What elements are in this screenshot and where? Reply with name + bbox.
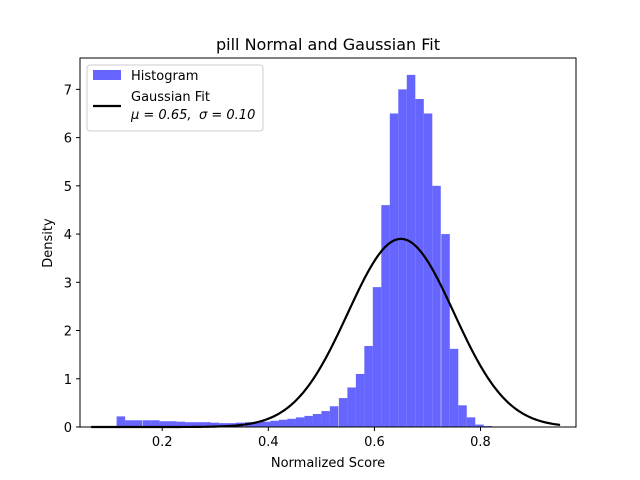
x-axis-ticks: 0.2 0.4 0.6 0.8 [152,427,491,450]
histogram-bar [304,415,313,427]
histogram-bar [253,422,263,427]
histogram-bar [210,422,220,427]
histogram-bar [389,113,399,428]
y-axis-ticks: 0 1 2 3 4 5 6 7 [64,83,80,436]
x-axis-label: Normalized Score [271,456,385,471]
y-tick-label: 0 [64,421,72,436]
histogram-bar [176,421,186,427]
histogram-bar [398,89,407,428]
histogram-bar [355,373,365,427]
histogram-bar [193,422,203,427]
legend-fit-label: Gaussian Fit [131,90,210,105]
x-tick-label: 0.4 [258,435,279,450]
legend: Histogram Gaussian Fit μ = 0.65, σ = 0.1… [86,64,264,132]
histogram-bar [133,420,143,427]
histogram-bar [159,421,169,427]
y-tick-label: 7 [64,83,72,98]
histogram-bar [287,418,296,427]
histogram-bar [406,74,416,427]
y-tick-label: 4 [64,228,72,243]
y-tick-label: 3 [64,276,72,291]
legend-histogram-swatch [93,70,121,80]
histogram-bar [338,398,348,427]
histogram-bar [168,421,177,427]
y-tick-label: 2 [64,325,72,340]
histogram-bar [278,419,288,427]
histogram-bar [423,113,433,428]
histogram-bar [142,420,152,427]
histogram-bar [372,287,382,427]
histogram-bar [415,99,424,427]
histogram-bar [261,421,271,427]
histogram-bar [312,413,322,427]
x-tick-label: 0.8 [470,435,491,450]
histogram-bar [151,420,160,427]
histogram-bar [116,416,126,427]
histogram-bar [295,417,305,427]
y-tick-label: 6 [64,132,72,147]
legend-fit-mu: μ = 0.65, [130,108,192,123]
histogram-bar [364,345,373,427]
legend-histogram-label: Histogram [131,69,198,84]
histogram-bar [475,424,484,427]
y-tick-label: 5 [64,180,72,195]
histogram-bar [185,422,194,427]
legend-box [86,64,264,132]
histogram-bar [218,423,228,427]
chart-title: pill Normal and Gaussian Fit [216,35,440,54]
histogram-bar [466,417,476,427]
plot-frame [79,57,577,428]
histogram-bar [347,387,356,427]
y-tick-label: 1 [64,373,72,388]
histogram-bar [449,348,459,427]
histogram-bar [321,411,330,427]
histogram-bar [202,422,211,427]
histogram-bar [458,405,467,427]
histogram-bar [381,205,390,427]
histogram-bar [441,234,450,427]
histogram-bar [270,420,279,427]
legend-fit-sigma: σ = 0.10 [199,108,255,123]
y-axis-label: Density [41,218,56,268]
x-tick-label: 0.6 [364,435,385,450]
histogram-bar [125,420,134,427]
histogram-bar [329,406,339,427]
histogram-bars [91,74,501,428]
histogram-bar [432,185,441,427]
x-tick-label: 0.2 [152,435,173,450]
